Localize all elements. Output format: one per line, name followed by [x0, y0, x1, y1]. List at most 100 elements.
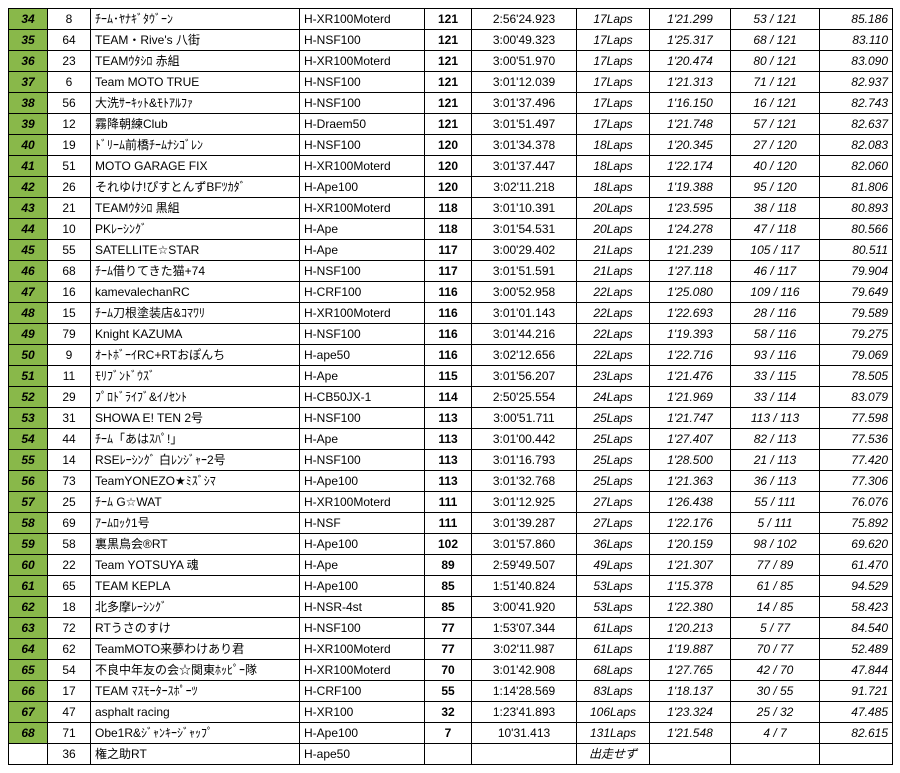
rank-cell: 53 — [9, 408, 48, 429]
gap: 24Laps — [577, 387, 650, 408]
best-lap-time: 1'27.407 — [650, 429, 731, 450]
gap: 131Laps — [577, 723, 650, 744]
team-name: 北多摩ﾚｰｼﾝｸﾞ — [91, 597, 300, 618]
machine: H-Ape100 — [300, 471, 425, 492]
car-number: 14 — [48, 450, 91, 471]
gap: 22Laps — [577, 282, 650, 303]
best-lap-time: 1'25.080 — [650, 282, 731, 303]
laps: 121 — [425, 9, 472, 30]
total-time: 3:00'51.970 — [472, 51, 577, 72]
machine: H-Ape100 — [300, 723, 425, 744]
best-lap-no: 27 / 120 — [731, 135, 820, 156]
car-number: 64 — [48, 30, 91, 51]
laps: 102 — [425, 534, 472, 555]
results-tbody: 348ﾁｰﾑ･ﾔﾅｷﾞﾀｳﾞｰﾝH-XR100Moterd1212:56'24.… — [9, 9, 893, 765]
total-time: 3:01'56.207 — [472, 366, 577, 387]
best-lap-time: 1'21.363 — [650, 471, 731, 492]
table-row: 6372RTうさのすけH-NSF100771:53'07.34461Laps1'… — [9, 618, 893, 639]
best-lap-time: 1'19.393 — [650, 324, 731, 345]
table-row: 6747asphalt racingH-XR100321:23'41.89310… — [9, 702, 893, 723]
rank-cell: 37 — [9, 72, 48, 93]
team-name: TEAM・Rive's 八街 — [91, 30, 300, 51]
machine: H-Ape — [300, 429, 425, 450]
laps: 121 — [425, 114, 472, 135]
best-lap-no — [731, 744, 820, 765]
table-row: 6165TEAM KEPLAH-Ape100851:51'40.82453Lap… — [9, 576, 893, 597]
speed: 79.589 — [820, 303, 893, 324]
machine: H-XR100Moterd — [300, 51, 425, 72]
machine: H-XR100 — [300, 702, 425, 723]
total-time: 3:01'51.591 — [472, 261, 577, 282]
laps: 113 — [425, 471, 472, 492]
machine: H-NSF100 — [300, 72, 425, 93]
car-number: 26 — [48, 177, 91, 198]
gap: 61Laps — [577, 618, 650, 639]
machine: H-Ape100 — [300, 576, 425, 597]
car-number: 69 — [48, 513, 91, 534]
total-time: 1:14'28.569 — [472, 681, 577, 702]
car-number: 36 — [48, 744, 91, 765]
gap: 22Laps — [577, 345, 650, 366]
rank-cell: 57 — [9, 492, 48, 513]
team-name: Team YOTSUYA 魂 — [91, 555, 300, 576]
gap: 27Laps — [577, 492, 650, 513]
total-time: 10'31.413 — [472, 723, 577, 744]
team-name: ﾁｰﾑ借りてきた猫+74 — [91, 261, 300, 282]
car-number: 11 — [48, 366, 91, 387]
best-lap-no: 61 / 85 — [731, 576, 820, 597]
machine: H-Ape100 — [300, 534, 425, 555]
machine: H-XR100Moterd — [300, 660, 425, 681]
total-time: 3:01'42.908 — [472, 660, 577, 681]
total-time: 1:53'07.344 — [472, 618, 577, 639]
team-name: TEAM KEPLA — [91, 576, 300, 597]
team-name: TeamYONEZO★ﾐｽﾞｼﾏ — [91, 471, 300, 492]
total-time: 3:02'11.218 — [472, 177, 577, 198]
gap: 36Laps — [577, 534, 650, 555]
laps: 89 — [425, 555, 472, 576]
table-row: 6462TeamMOTO来夢わけあり君H-XR100Moterd773:02'1… — [9, 639, 893, 660]
best-lap-no: 28 / 116 — [731, 303, 820, 324]
machine: H-Ape100 — [300, 177, 425, 198]
table-row: 4716kamevalechanRCH-CRF1001163:00'52.958… — [9, 282, 893, 303]
table-row: 6871Obe1R&ｼﾞｬﾝｷｰｼﾞｬｯﾌﾟH-Ape100710'31.413… — [9, 723, 893, 744]
speed: 80.511 — [820, 240, 893, 261]
laps: 116 — [425, 282, 472, 303]
gap: 25Laps — [577, 429, 650, 450]
speed: 79.275 — [820, 324, 893, 345]
team-name: RSEﾚｰｼﾝｸﾞ 白ﾚﾝｼﾞｬｰ2号 — [91, 450, 300, 471]
table-row: 5229ﾌﾟﾛﾄﾞﾗｲﾌﾞ&ｲﾉｾﾝﾄH-CB50JX-11142:50'25.… — [9, 387, 893, 408]
gap: 17Laps — [577, 30, 650, 51]
gap: 22Laps — [577, 324, 650, 345]
speed: 77.536 — [820, 429, 893, 450]
best-lap-no: 21 / 113 — [731, 450, 820, 471]
gap: 17Laps — [577, 9, 650, 30]
speed: 82.637 — [820, 114, 893, 135]
best-lap-time: 1'22.716 — [650, 345, 731, 366]
laps: 121 — [425, 30, 472, 51]
rank-cell: 64 — [9, 639, 48, 660]
best-lap-no: 16 / 121 — [731, 93, 820, 114]
machine: H-ape50 — [300, 744, 425, 765]
total-time: 2:56'24.923 — [472, 9, 577, 30]
gap: 17Laps — [577, 72, 650, 93]
gap: 21Laps — [577, 261, 650, 282]
total-time: 3:01'12.925 — [472, 492, 577, 513]
speed: 85.186 — [820, 9, 893, 30]
speed: 84.540 — [820, 618, 893, 639]
rank-cell: 39 — [9, 114, 48, 135]
machine: H-Draem50 — [300, 114, 425, 135]
team-name: PKﾚｰｼﾝｸﾞ — [91, 219, 300, 240]
rank-cell: 44 — [9, 219, 48, 240]
gap: 22Laps — [577, 303, 650, 324]
best-lap-no: 46 / 117 — [731, 261, 820, 282]
speed: 83.110 — [820, 30, 893, 51]
car-number: 25 — [48, 492, 91, 513]
machine: H-CRF100 — [300, 681, 425, 702]
rank-cell: 54 — [9, 429, 48, 450]
laps: 116 — [425, 345, 472, 366]
table-row: 5331SHOWA E! TEN 2号H-NSF1001133:00'51.71… — [9, 408, 893, 429]
rank-cell: 59 — [9, 534, 48, 555]
team-name: RTうさのすけ — [91, 618, 300, 639]
rank-cell: 40 — [9, 135, 48, 156]
laps: 116 — [425, 303, 472, 324]
